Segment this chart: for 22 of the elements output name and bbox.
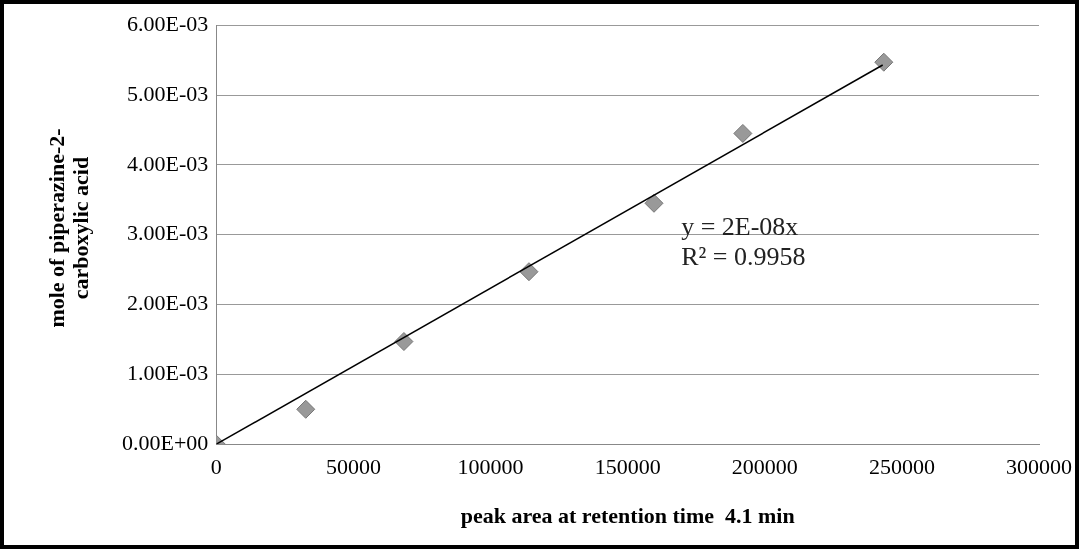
- y-tick-label: 3.00E-03: [127, 220, 209, 246]
- x-tick-label: 250000: [868, 454, 935, 480]
- x-tick-label: 0: [210, 454, 222, 480]
- point: [644, 193, 664, 213]
- point: [296, 399, 316, 419]
- y-tick-label: 1.00E-03: [127, 360, 209, 386]
- point: [733, 123, 753, 143]
- y-tick-label: 5.00E-03: [127, 80, 209, 106]
- y-tick-label: 2.00E-03: [127, 290, 209, 316]
- annotation: y = 2E-08x: [681, 211, 799, 241]
- x-tick-label: 50000: [325, 454, 381, 480]
- x-axis-title: peak area at retention time 4.1 min: [460, 503, 795, 529]
- annotation: R² = 0.9958: [681, 241, 806, 271]
- y-tick-label: 6.00E-03: [127, 10, 209, 36]
- x-tick-label: 300000: [1006, 454, 1072, 480]
- y-tick-label: 0.00E+00: [121, 429, 209, 455]
- y-axis-title: mole of piperazine-2-carboxylic acid: [44, 127, 93, 330]
- point: [874, 52, 894, 72]
- x-tick-label: 200000: [731, 454, 798, 480]
- x-tick-label: 150000: [594, 454, 661, 480]
- x-tick-label: 100000: [457, 454, 524, 480]
- y-tick-label: 4.00E-03: [127, 150, 209, 176]
